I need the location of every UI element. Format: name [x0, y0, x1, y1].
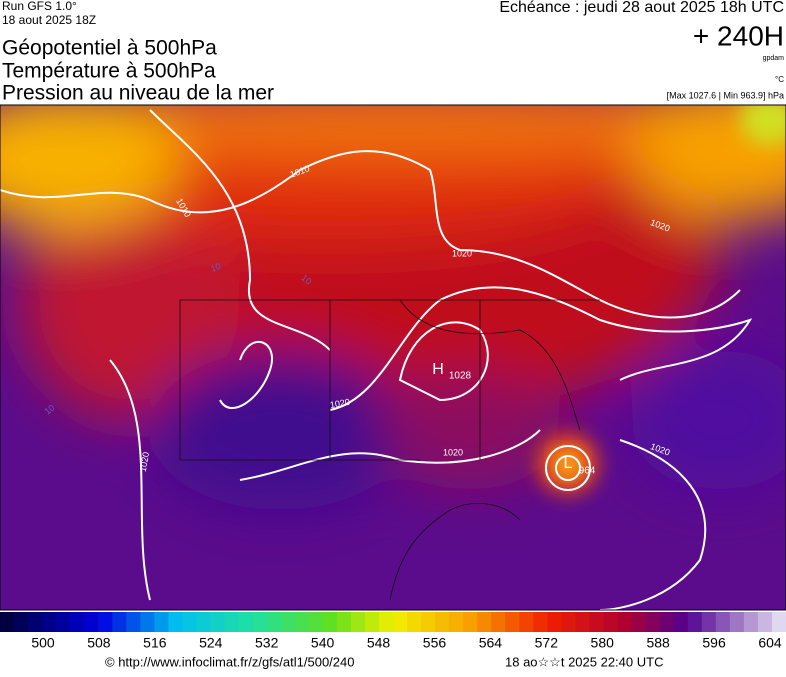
map-label: L	[564, 455, 573, 472]
colorbar-swatch	[519, 612, 534, 632]
colorbar: 500 508 516 524 532 540 548 556 564 572 580 588 596 6…	[0, 612, 786, 651]
generated: 18 ao☆☆t 2025 22:40 UTC	[505, 654, 663, 669]
colorbar-swatch	[14, 612, 29, 632]
colorbar-swatch	[547, 612, 562, 632]
colorbar-label: 564	[479, 635, 503, 651]
colorbar-swatch	[294, 612, 310, 632]
unit: gpdam	[763, 55, 785, 62]
colorbar-label: 548	[367, 635, 391, 651]
colorbar-swatch	[322, 612, 338, 632]
colorbar-swatch	[659, 612, 675, 632]
colorbar-swatch	[364, 612, 380, 632]
colorbar-swatch	[210, 612, 226, 632]
map-label: 1020	[138, 451, 151, 472]
colorbar-swatch	[252, 612, 268, 632]
colorbar-swatch	[477, 612, 492, 632]
colorbar-label: 540	[311, 635, 335, 651]
colorbar-swatch	[561, 612, 576, 632]
colorbar-label: 572	[535, 635, 559, 651]
colorbar-swatch	[435, 612, 450, 632]
colorbar-swatch	[238, 612, 254, 632]
colorbar-swatch	[378, 612, 394, 632]
map	[0, 105, 786, 610]
colorbar-swatch	[266, 612, 282, 632]
source: © http://www.infoclimat.fr/z/gfs/atl1/50…	[105, 654, 354, 669]
colorbar-swatch	[743, 612, 759, 632]
colorbar-swatch	[729, 612, 745, 632]
map-label: 1028	[449, 371, 472, 382]
map-label: 1020	[443, 447, 463, 457]
colorbar-swatch	[771, 612, 786, 632]
colorbar-swatch	[757, 612, 773, 632]
colorbar-label: 556	[423, 635, 447, 651]
colorbar-label: 596	[702, 635, 726, 651]
colorbar-swatch	[673, 612, 689, 632]
colorbar-swatch	[407, 612, 422, 632]
colorbar-label: 588	[646, 635, 670, 651]
map-label: H	[432, 361, 444, 378]
colorbar-swatch	[533, 612, 548, 632]
title: Pression au niveau de la mer	[2, 82, 274, 105]
colorbar-swatch	[70, 612, 85, 632]
colorbar-swatch	[308, 612, 324, 632]
colorbar-swatch	[140, 612, 155, 632]
colorbar-swatch	[603, 612, 619, 632]
colorbar-swatch	[84, 612, 99, 632]
forecast: Echéance : jeudi 28 aout 2025 18h UTC	[499, 0, 784, 16]
colorbar-swatch	[449, 612, 464, 632]
colorbar-swatch	[463, 612, 478, 632]
colorbar-label: 580	[591, 635, 615, 651]
colorbar-swatch	[491, 612, 506, 632]
map-label: 10	[43, 402, 57, 416]
colorbar-swatch	[168, 612, 183, 632]
colorbar-swatch	[701, 612, 717, 632]
colorbar-swatch	[224, 612, 240, 632]
map-label: 964	[579, 466, 596, 477]
colorbar-swatch	[687, 612, 703, 632]
colorbar-swatch	[154, 612, 169, 632]
colorbar-swatch	[196, 612, 212, 632]
colorbar-label: 500	[31, 635, 55, 651]
colorbar-swatch	[42, 612, 57, 632]
colorbar-label: 532	[255, 635, 279, 651]
colorbar-label: 604	[758, 635, 782, 651]
run: Run GFS 1.0°	[2, 0, 77, 13]
colorbar-label: 524	[199, 635, 223, 651]
colorbar-swatch	[182, 612, 197, 632]
colorbar-swatch	[112, 612, 127, 632]
colorbar-swatch	[336, 612, 352, 632]
colorbar-label: 508	[87, 635, 111, 651]
colorbar-swatch	[617, 612, 633, 632]
colorbar-label: 516	[143, 635, 167, 651]
colorbar-swatch	[126, 612, 141, 632]
colorbar-swatch	[575, 612, 590, 632]
colorbar-swatch	[421, 612, 436, 632]
colorbar-swatch	[645, 612, 661, 632]
title: Température à 500hPa	[2, 60, 216, 83]
colorbar-swatch	[715, 612, 731, 632]
colorbar-swatch	[631, 612, 647, 632]
colorbar-swatch	[505, 612, 520, 632]
unit: °C	[775, 75, 784, 84]
map-label: 1020	[452, 248, 472, 258]
colorbar-swatch	[28, 612, 43, 632]
lead-time: + 240H	[693, 20, 784, 51]
pressure-range: [Max 1027.6 | Min 963.9] hPa	[667, 90, 784, 100]
colorbar-swatch	[280, 612, 296, 632]
colorbar-swatch	[350, 612, 366, 632]
colorbar-swatch	[56, 612, 71, 632]
map-label: 10	[299, 272, 313, 286]
colorbar-swatch	[589, 612, 605, 632]
map-label: 1020	[329, 397, 350, 410]
title: Géopotentiel à 500hPa	[2, 37, 217, 60]
colorbar-swatch	[393, 612, 408, 632]
map-label: 10	[209, 261, 222, 274]
colorbar-swatch	[0, 612, 15, 632]
run-date: 18 aout 2025 18Z	[2, 13, 96, 27]
colorbar-swatch	[98, 612, 113, 632]
